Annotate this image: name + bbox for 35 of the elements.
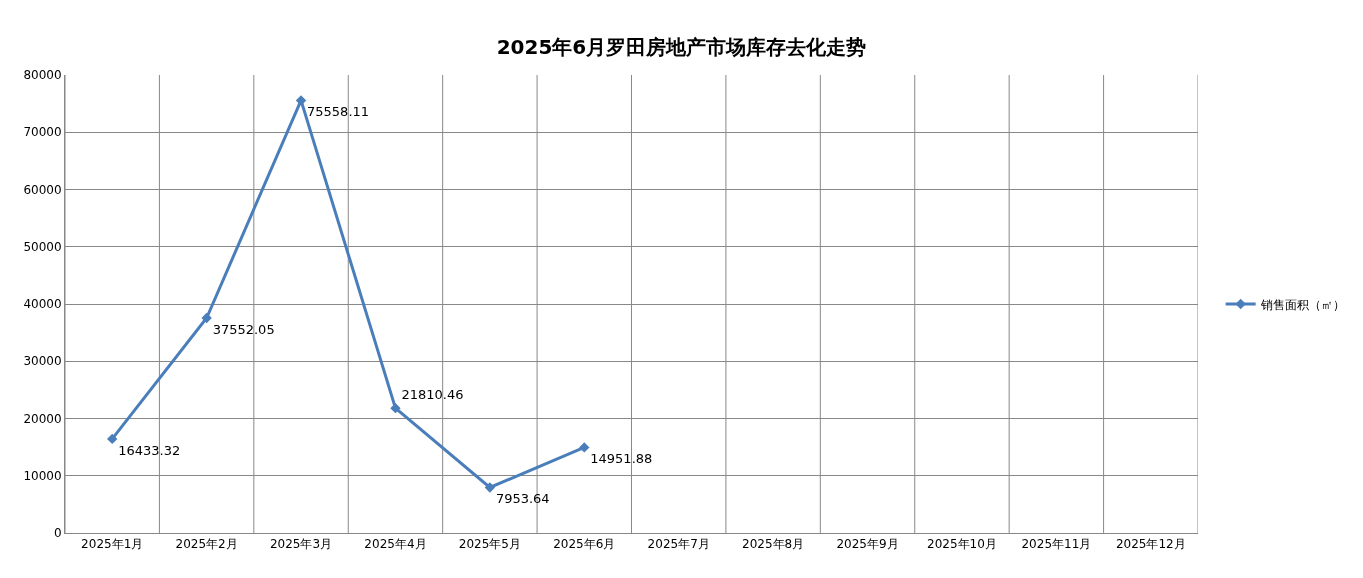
y-tick-label: 0 <box>53 526 62 541</box>
x-tick-label: 2025年9月 <box>836 537 899 552</box>
point <box>390 402 401 414</box>
x-tick-label: 2025年11月 <box>1021 537 1092 552</box>
y-tick-label: 10000 <box>23 468 62 483</box>
y-tick-label: 40000 <box>23 297 62 312</box>
x-tick-label: 2025年4月 <box>364 537 427 552</box>
x-tick-label: 2025年10月 <box>927 537 997 552</box>
x-tick-label: 2025年3月 <box>269 537 333 552</box>
point <box>295 95 307 106</box>
x-tick-label: 2025年5月 <box>458 537 521 552</box>
data-label: 7953.64 <box>495 491 550 507</box>
y-tick-label: 60000 <box>23 182 62 197</box>
x-tick-label: 2025年1月 <box>81 537 144 552</box>
x-tick-label: 2025年6月 <box>553 537 616 552</box>
data-label: 37552.05 <box>212 321 275 337</box>
point <box>579 442 590 453</box>
data-label: 16433.32 <box>118 442 181 458</box>
data-label: 14951.88 <box>590 451 653 467</box>
x-tick-label: 2025年8月 <box>742 537 805 552</box>
point <box>201 312 212 324</box>
data-label: 75558.11 <box>307 104 370 120</box>
y-tick-label: 30000 <box>23 354 62 369</box>
data-label: 21810.46 <box>401 386 464 402</box>
y-tick-label: 20000 <box>23 411 62 426</box>
y-tick-label: 80000 <box>23 68 62 83</box>
point <box>484 482 496 493</box>
x-tick-label: 2025年12月 <box>1115 537 1186 552</box>
y-tick-label: 70000 <box>23 125 62 140</box>
chart-title: 2025年6月罗田房地产市场库存去化走势 <box>496 35 867 60</box>
x-tick-label: 2025年2月 <box>175 537 238 552</box>
point <box>107 433 118 445</box>
y-tick-label: 50000 <box>23 239 62 254</box>
legend-label: 销售面积（㎡） <box>1259 297 1345 312</box>
x-tick-label: 2025年7月 <box>647 537 710 552</box>
